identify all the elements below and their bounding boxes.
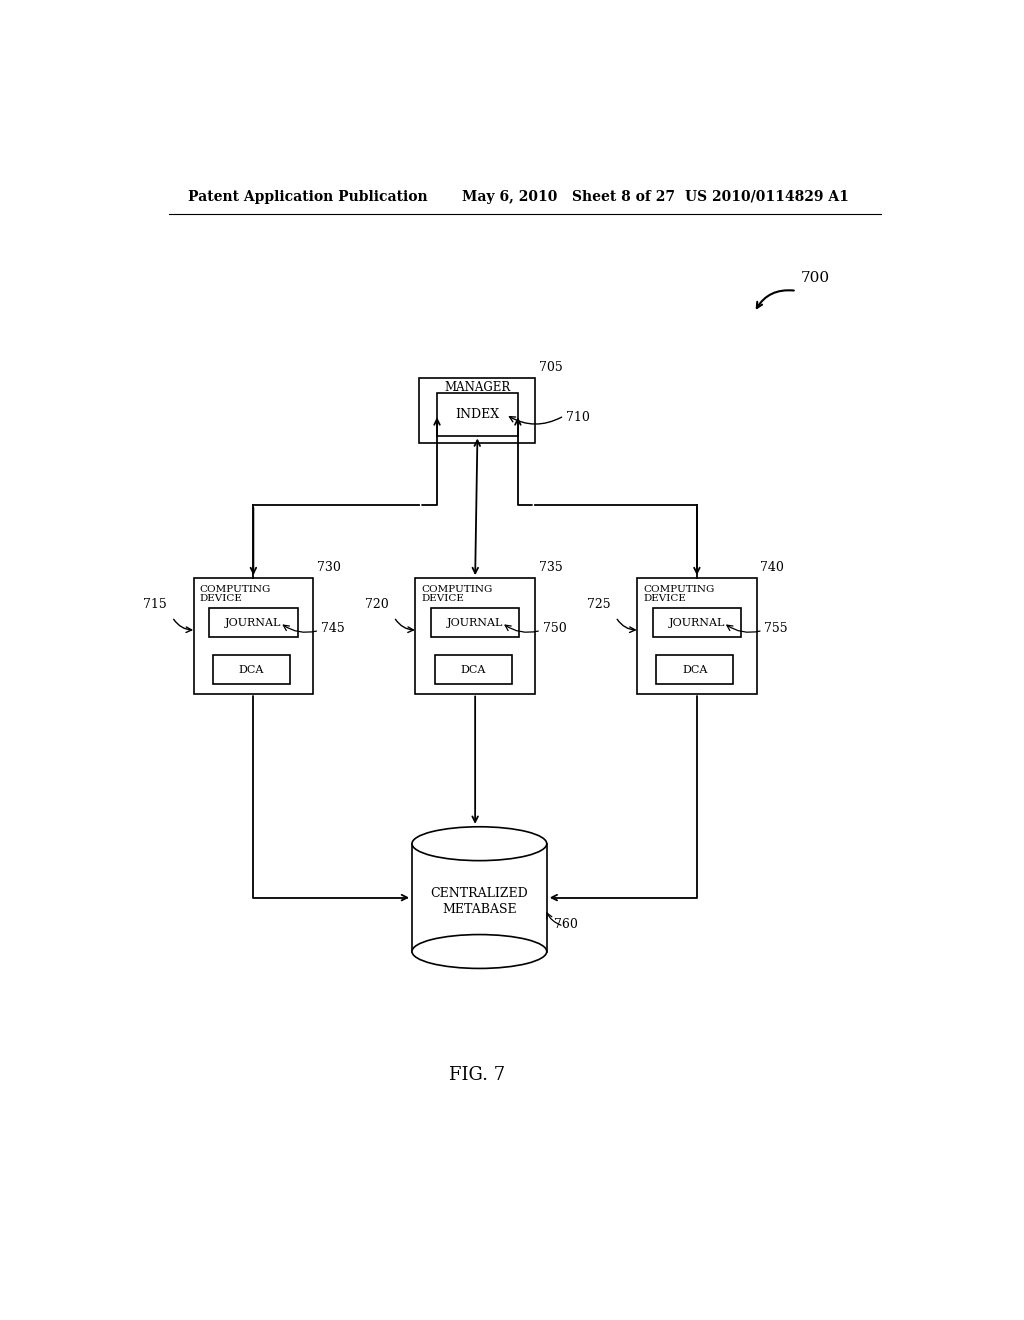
Text: 730: 730 bbox=[316, 561, 341, 574]
Text: DCA: DCA bbox=[239, 665, 264, 675]
Bar bbox=[656, 655, 733, 684]
Text: May 6, 2010   Sheet 8 of 27: May 6, 2010 Sheet 8 of 27 bbox=[462, 190, 675, 203]
Text: METABASE: METABASE bbox=[442, 903, 517, 916]
Text: FIG. 7: FIG. 7 bbox=[449, 1065, 505, 1084]
Text: DEVICE: DEVICE bbox=[200, 594, 243, 603]
Text: DCA: DCA bbox=[461, 665, 486, 675]
Bar bbox=[431, 609, 519, 638]
Bar bbox=[416, 578, 535, 693]
Text: US 2010/0114829 A1: US 2010/0114829 A1 bbox=[685, 190, 849, 203]
Text: 700: 700 bbox=[801, 271, 829, 285]
Bar bbox=[213, 655, 290, 684]
Bar bbox=[209, 609, 298, 638]
Text: COMPUTING: COMPUTING bbox=[200, 585, 271, 594]
Text: 745: 745 bbox=[321, 622, 344, 635]
Text: 725: 725 bbox=[587, 598, 610, 611]
Text: 760: 760 bbox=[554, 917, 579, 931]
Text: 735: 735 bbox=[539, 561, 562, 574]
Text: 720: 720 bbox=[365, 598, 388, 611]
Text: JOURNAL: JOURNAL bbox=[225, 618, 282, 628]
Text: DCA: DCA bbox=[682, 665, 708, 675]
Text: COMPUTING: COMPUTING bbox=[422, 585, 493, 594]
Text: MANAGER: MANAGER bbox=[444, 380, 510, 393]
Text: Patent Application Publication: Patent Application Publication bbox=[188, 190, 428, 203]
Text: DEVICE: DEVICE bbox=[643, 594, 686, 603]
Text: 715: 715 bbox=[143, 598, 167, 611]
Bar bbox=[637, 578, 757, 693]
Bar bbox=[194, 578, 313, 693]
Ellipse shape bbox=[412, 935, 547, 969]
Text: 740: 740 bbox=[761, 561, 784, 574]
Bar bbox=[412, 843, 547, 952]
Text: INDEX: INDEX bbox=[456, 408, 500, 421]
Text: 705: 705 bbox=[539, 360, 562, 374]
Bar bbox=[419, 378, 535, 444]
Text: JOURNAL: JOURNAL bbox=[446, 618, 504, 628]
Text: CENTRALIZED: CENTRALIZED bbox=[430, 887, 528, 900]
Bar bbox=[435, 655, 512, 684]
Ellipse shape bbox=[412, 826, 547, 861]
Text: 750: 750 bbox=[543, 622, 566, 635]
Text: 755: 755 bbox=[764, 622, 787, 635]
Text: JOURNAL: JOURNAL bbox=[669, 618, 725, 628]
Bar bbox=[652, 609, 741, 638]
Text: DEVICE: DEVICE bbox=[422, 594, 465, 603]
Text: 710: 710 bbox=[565, 411, 590, 424]
Text: COMPUTING: COMPUTING bbox=[643, 585, 715, 594]
Bar bbox=[412, 826, 547, 843]
Bar bbox=[437, 393, 518, 436]
